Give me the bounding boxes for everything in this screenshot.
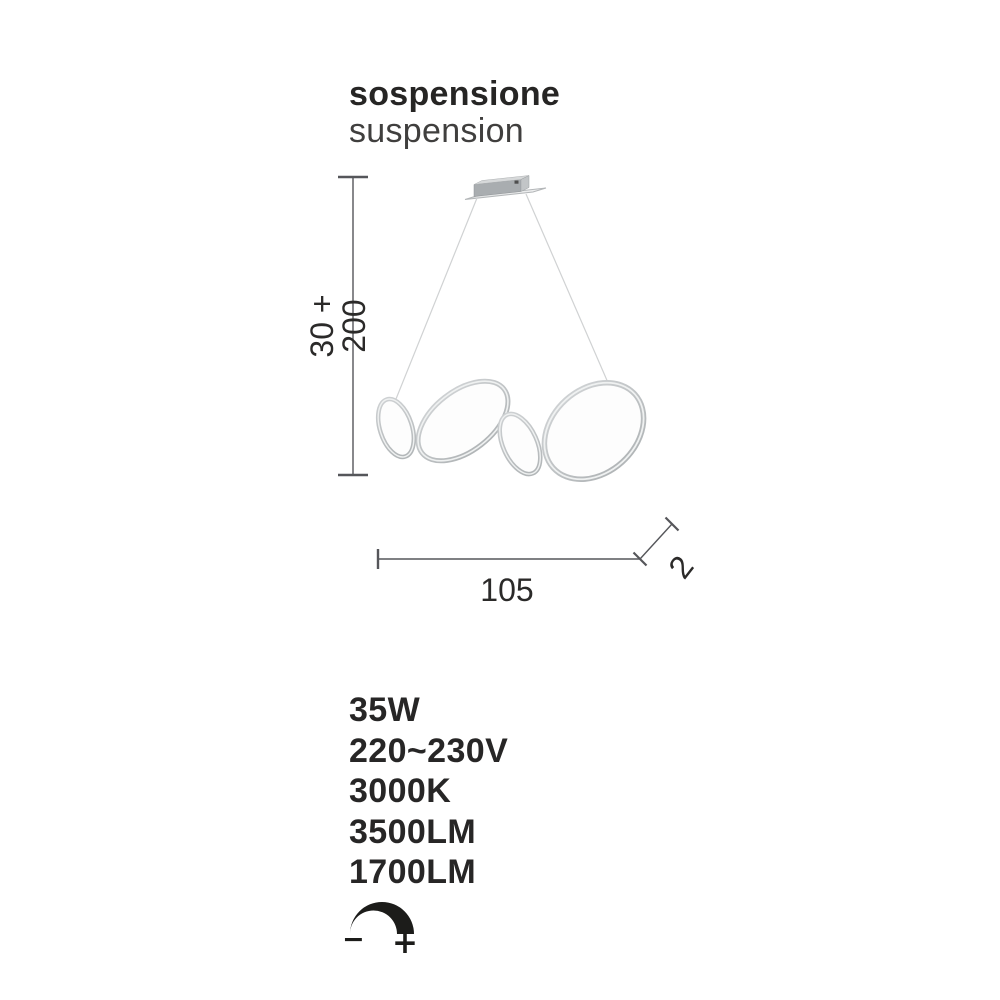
depth-dimension-line	[632, 516, 680, 567]
led-ring-4-large	[541, 379, 647, 483]
dimmer-arc-icon	[350, 902, 414, 934]
suspension-wire-left	[395, 197, 478, 400]
spec-voltage: 220~230V	[349, 731, 509, 770]
height-dimension-label: 30 + 200	[304, 294, 372, 358]
page-title-italian: sospensione	[349, 75, 561, 113]
led-ring-1-small	[375, 396, 417, 460]
spec-list: 35W 220~230V 3000K 3500LM 1700LM	[349, 690, 508, 893]
spec-luminous-flux-2: 1700LM	[349, 853, 477, 891]
led-ring-2-large	[415, 378, 511, 464]
canopy-label-detail	[514, 180, 519, 184]
width-dimension-line	[376, 549, 640, 569]
dimmer-minus-label: −	[342, 924, 365, 955]
led-ring-3-medium	[497, 411, 543, 477]
page-title-english: suspension	[349, 112, 525, 150]
suspension-wire-right	[525, 193, 610, 386]
height-dimension-line	[338, 175, 368, 477]
spec-wattage: 35W	[349, 691, 421, 729]
ceiling-canopy	[464, 175, 547, 200]
spec-luminous-flux-1: 3500LM	[349, 812, 477, 851]
canopy-box-side	[520, 175, 530, 192]
canopy-plate	[464, 187, 547, 200]
dimmer-plus-label: +	[392, 925, 418, 961]
spec-color-temperature: 3000K	[349, 772, 452, 810]
width-dimension-label: 105	[480, 572, 534, 608]
